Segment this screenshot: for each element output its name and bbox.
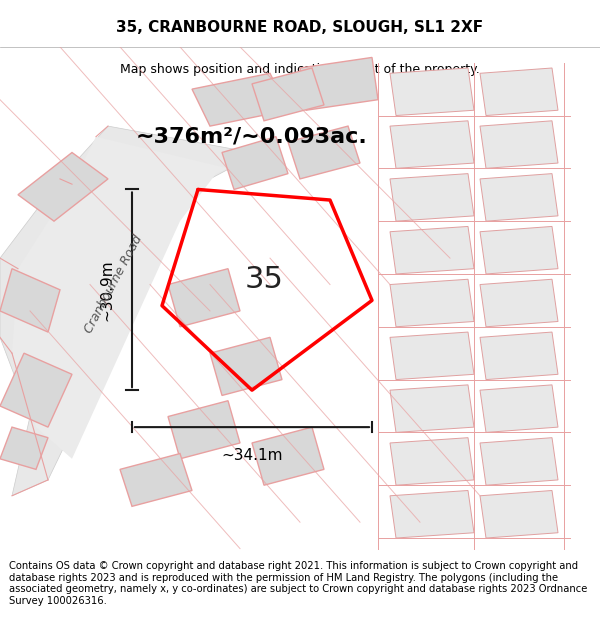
Polygon shape — [480, 491, 558, 538]
Polygon shape — [390, 332, 474, 379]
Polygon shape — [390, 491, 474, 538]
Polygon shape — [252, 427, 324, 485]
Polygon shape — [390, 438, 474, 485]
Polygon shape — [390, 174, 474, 221]
Polygon shape — [480, 174, 558, 221]
Polygon shape — [0, 126, 252, 496]
Text: 35, CRANBOURNE ROAD, SLOUGH, SL1 2XF: 35, CRANBOURNE ROAD, SLOUGH, SL1 2XF — [116, 19, 484, 34]
Polygon shape — [210, 338, 282, 396]
Text: ~376m²/~0.093ac.: ~376m²/~0.093ac. — [136, 127, 368, 147]
Polygon shape — [390, 68, 474, 116]
Polygon shape — [480, 438, 558, 485]
Polygon shape — [480, 68, 558, 116]
Polygon shape — [192, 73, 288, 126]
Polygon shape — [168, 401, 240, 459]
Polygon shape — [390, 385, 474, 432]
Polygon shape — [0, 353, 72, 427]
Polygon shape — [390, 279, 474, 327]
Polygon shape — [12, 137, 228, 459]
Polygon shape — [300, 58, 378, 110]
Polygon shape — [390, 121, 474, 168]
Polygon shape — [390, 226, 474, 274]
Polygon shape — [18, 152, 108, 221]
Polygon shape — [0, 269, 60, 332]
Polygon shape — [168, 269, 240, 327]
Polygon shape — [288, 126, 360, 179]
Polygon shape — [480, 121, 558, 168]
Polygon shape — [222, 137, 288, 189]
Text: Contains OS data © Crown copyright and database right 2021. This information is : Contains OS data © Crown copyright and d… — [9, 561, 587, 606]
Text: Map shows position and indicative extent of the property.: Map shows position and indicative extent… — [120, 63, 480, 76]
Polygon shape — [480, 332, 558, 379]
Text: ~30.9m: ~30.9m — [99, 259, 114, 321]
Polygon shape — [480, 226, 558, 274]
Polygon shape — [120, 454, 192, 506]
Polygon shape — [252, 68, 324, 121]
Text: ~34.1m: ~34.1m — [221, 448, 283, 463]
Text: 35: 35 — [245, 265, 283, 294]
Polygon shape — [480, 279, 558, 327]
Polygon shape — [480, 385, 558, 432]
Text: Cranbourne Road: Cranbourne Road — [83, 233, 145, 336]
Polygon shape — [0, 427, 48, 469]
